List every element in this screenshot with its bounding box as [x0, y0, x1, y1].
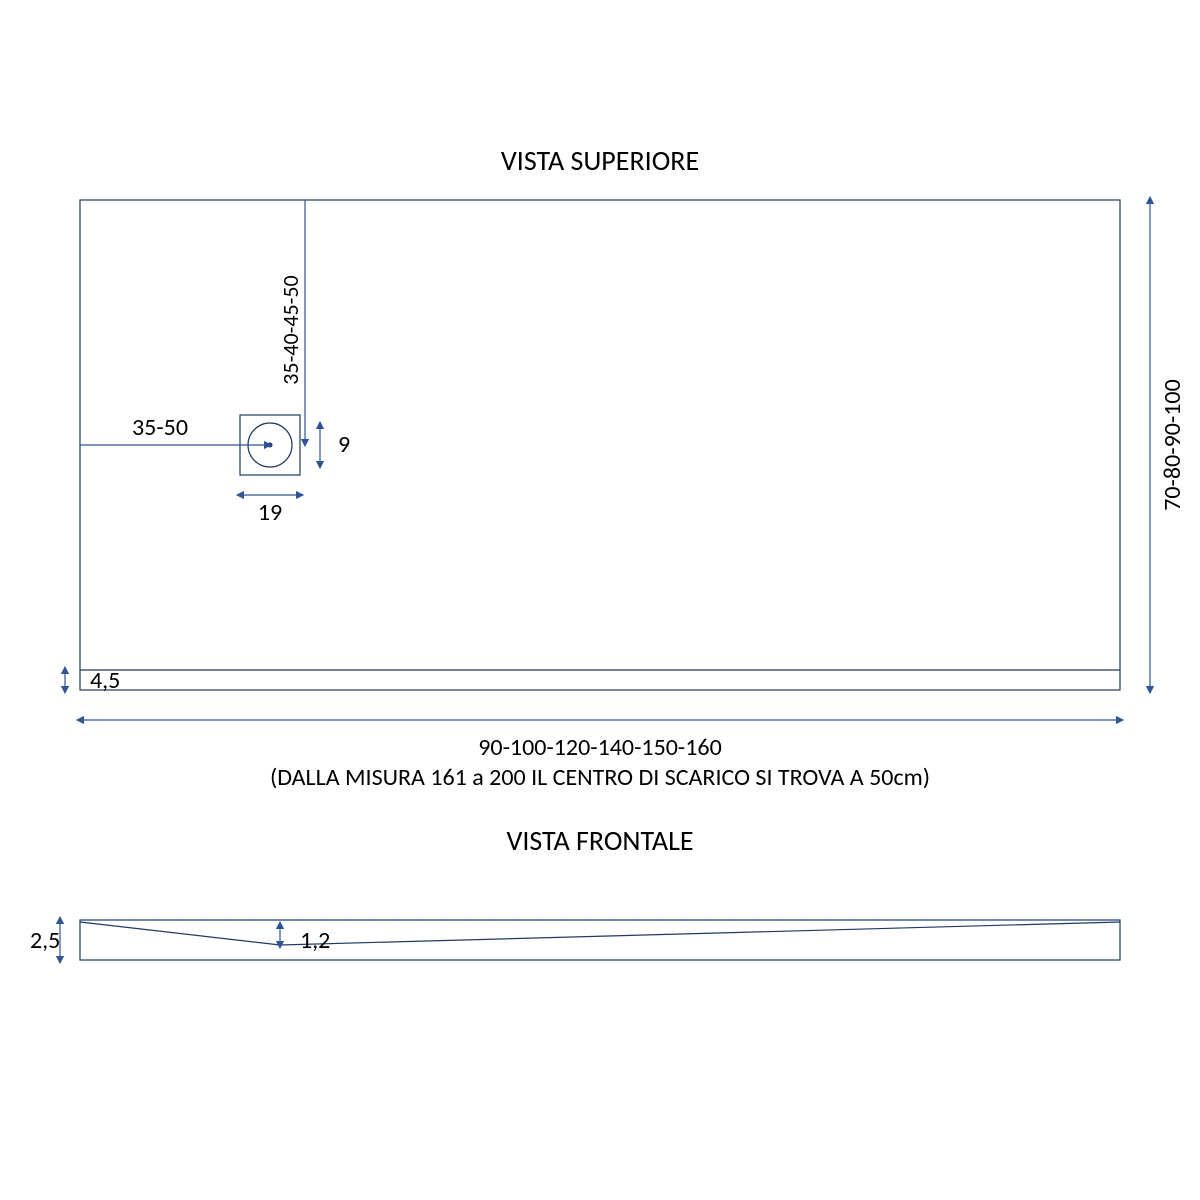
dim-height: 70-80-90-100 — [1150, 200, 1187, 690]
label-drain-square: 19 — [258, 498, 282, 527]
front-view — [80, 920, 1120, 960]
label-height: 70-80-90-100 — [1158, 379, 1187, 511]
dim-bottom-lip: 4,5 — [65, 666, 120, 695]
label-front-dip: 1,2 — [300, 926, 330, 955]
label-bottom-lip: 4,5 — [90, 666, 120, 695]
label-drain-offset-x: 35-50 — [132, 413, 188, 442]
dim-drain-square: 19 — [240, 495, 300, 527]
note-text: (DALLA MISURA 161 a 200 IL CENTRO DI SCA… — [270, 763, 930, 792]
dim-drain-offset-y: 35-40-45-50 — [277, 200, 305, 443]
label-width: 90-100-120-140-150-160 — [478, 733, 722, 762]
dim-front-height: 2,5 — [30, 920, 60, 960]
dim-front-dip: 1,2 — [280, 925, 330, 955]
label-drain-offset-y: 35-40-45-50 — [277, 275, 304, 384]
label-front-height: 2,5 — [30, 926, 60, 955]
title-front-view: VISTA FRONTALE — [506, 823, 693, 858]
label-drain-inner: 9 — [338, 430, 350, 459]
dim-drain-inner: 9 — [320, 425, 350, 465]
dim-width: 90-100-120-140-150-160 — [80, 720, 1120, 762]
title-top-view: VISTA SUPERIORE — [501, 143, 699, 178]
